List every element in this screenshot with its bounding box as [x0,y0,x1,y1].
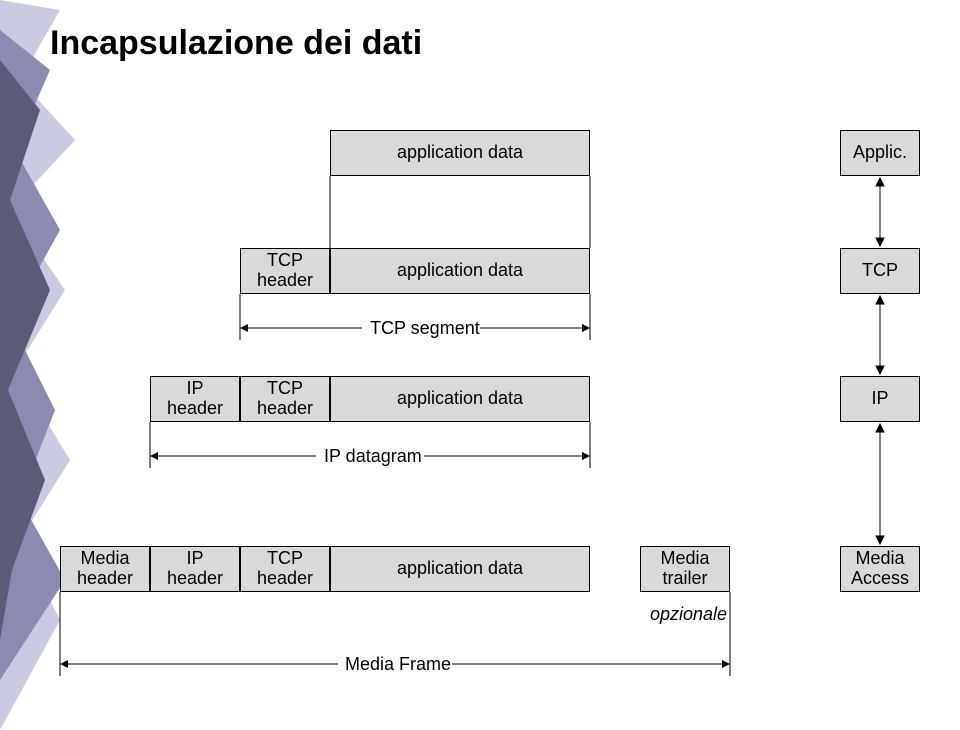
media-access-line1: Media [855,549,904,569]
box-app-data-3: application data [330,376,590,422]
box-tcp-header-1: TCP header [240,248,330,294]
page-title: Incapsulazione dei dati [50,24,422,63]
ip-header-2-line1: IP [186,549,203,569]
media-trailer-line2: trailer [662,569,707,589]
box-ip-layer: IP [840,376,920,422]
box-app-data-1: application data [330,130,590,176]
label-opzionale: opzionale [650,604,727,625]
box-ip-header-1: IP header [150,376,240,422]
ip-header-1-line2: header [167,399,223,419]
connector-lines [0,0,960,730]
box-tcp-layer: TCP [840,248,920,294]
label-tcp-segment: TCP segment [370,318,480,339]
tcp-header-1-line1: TCP [267,251,303,271]
tcp-header-2-line2: header [257,399,313,419]
media-header-line1: Media [80,549,129,569]
box-applic-layer: Applic. [840,130,920,176]
box-tcp-header-2: TCP header [240,376,330,422]
box-media-trailer: Media trailer [640,546,730,592]
decorative-sidebar [0,0,80,730]
media-header-line2: header [77,569,133,589]
box-app-data-2: application data [330,248,590,294]
ip-header-2-line2: header [167,569,223,589]
tcp-header-3-line2: header [257,569,313,589]
box-app-data-4: application data [330,546,590,592]
label-media-frame: Media Frame [345,654,451,675]
tcp-header-2-line1: TCP [267,379,303,399]
box-tcp-header-3: TCP header [240,546,330,592]
box-ip-header-2: IP header [150,546,240,592]
media-trailer-line1: Media [660,549,709,569]
box-media-header: Media header [60,546,150,592]
box-media-access-layer: Media Access [840,546,920,592]
label-ip-datagram: IP datagram [324,446,422,467]
media-access-line2: Access [851,569,909,589]
tcp-header-1-line2: header [257,271,313,291]
tcp-header-3-line1: TCP [267,549,303,569]
ip-header-1-line1: IP [186,379,203,399]
